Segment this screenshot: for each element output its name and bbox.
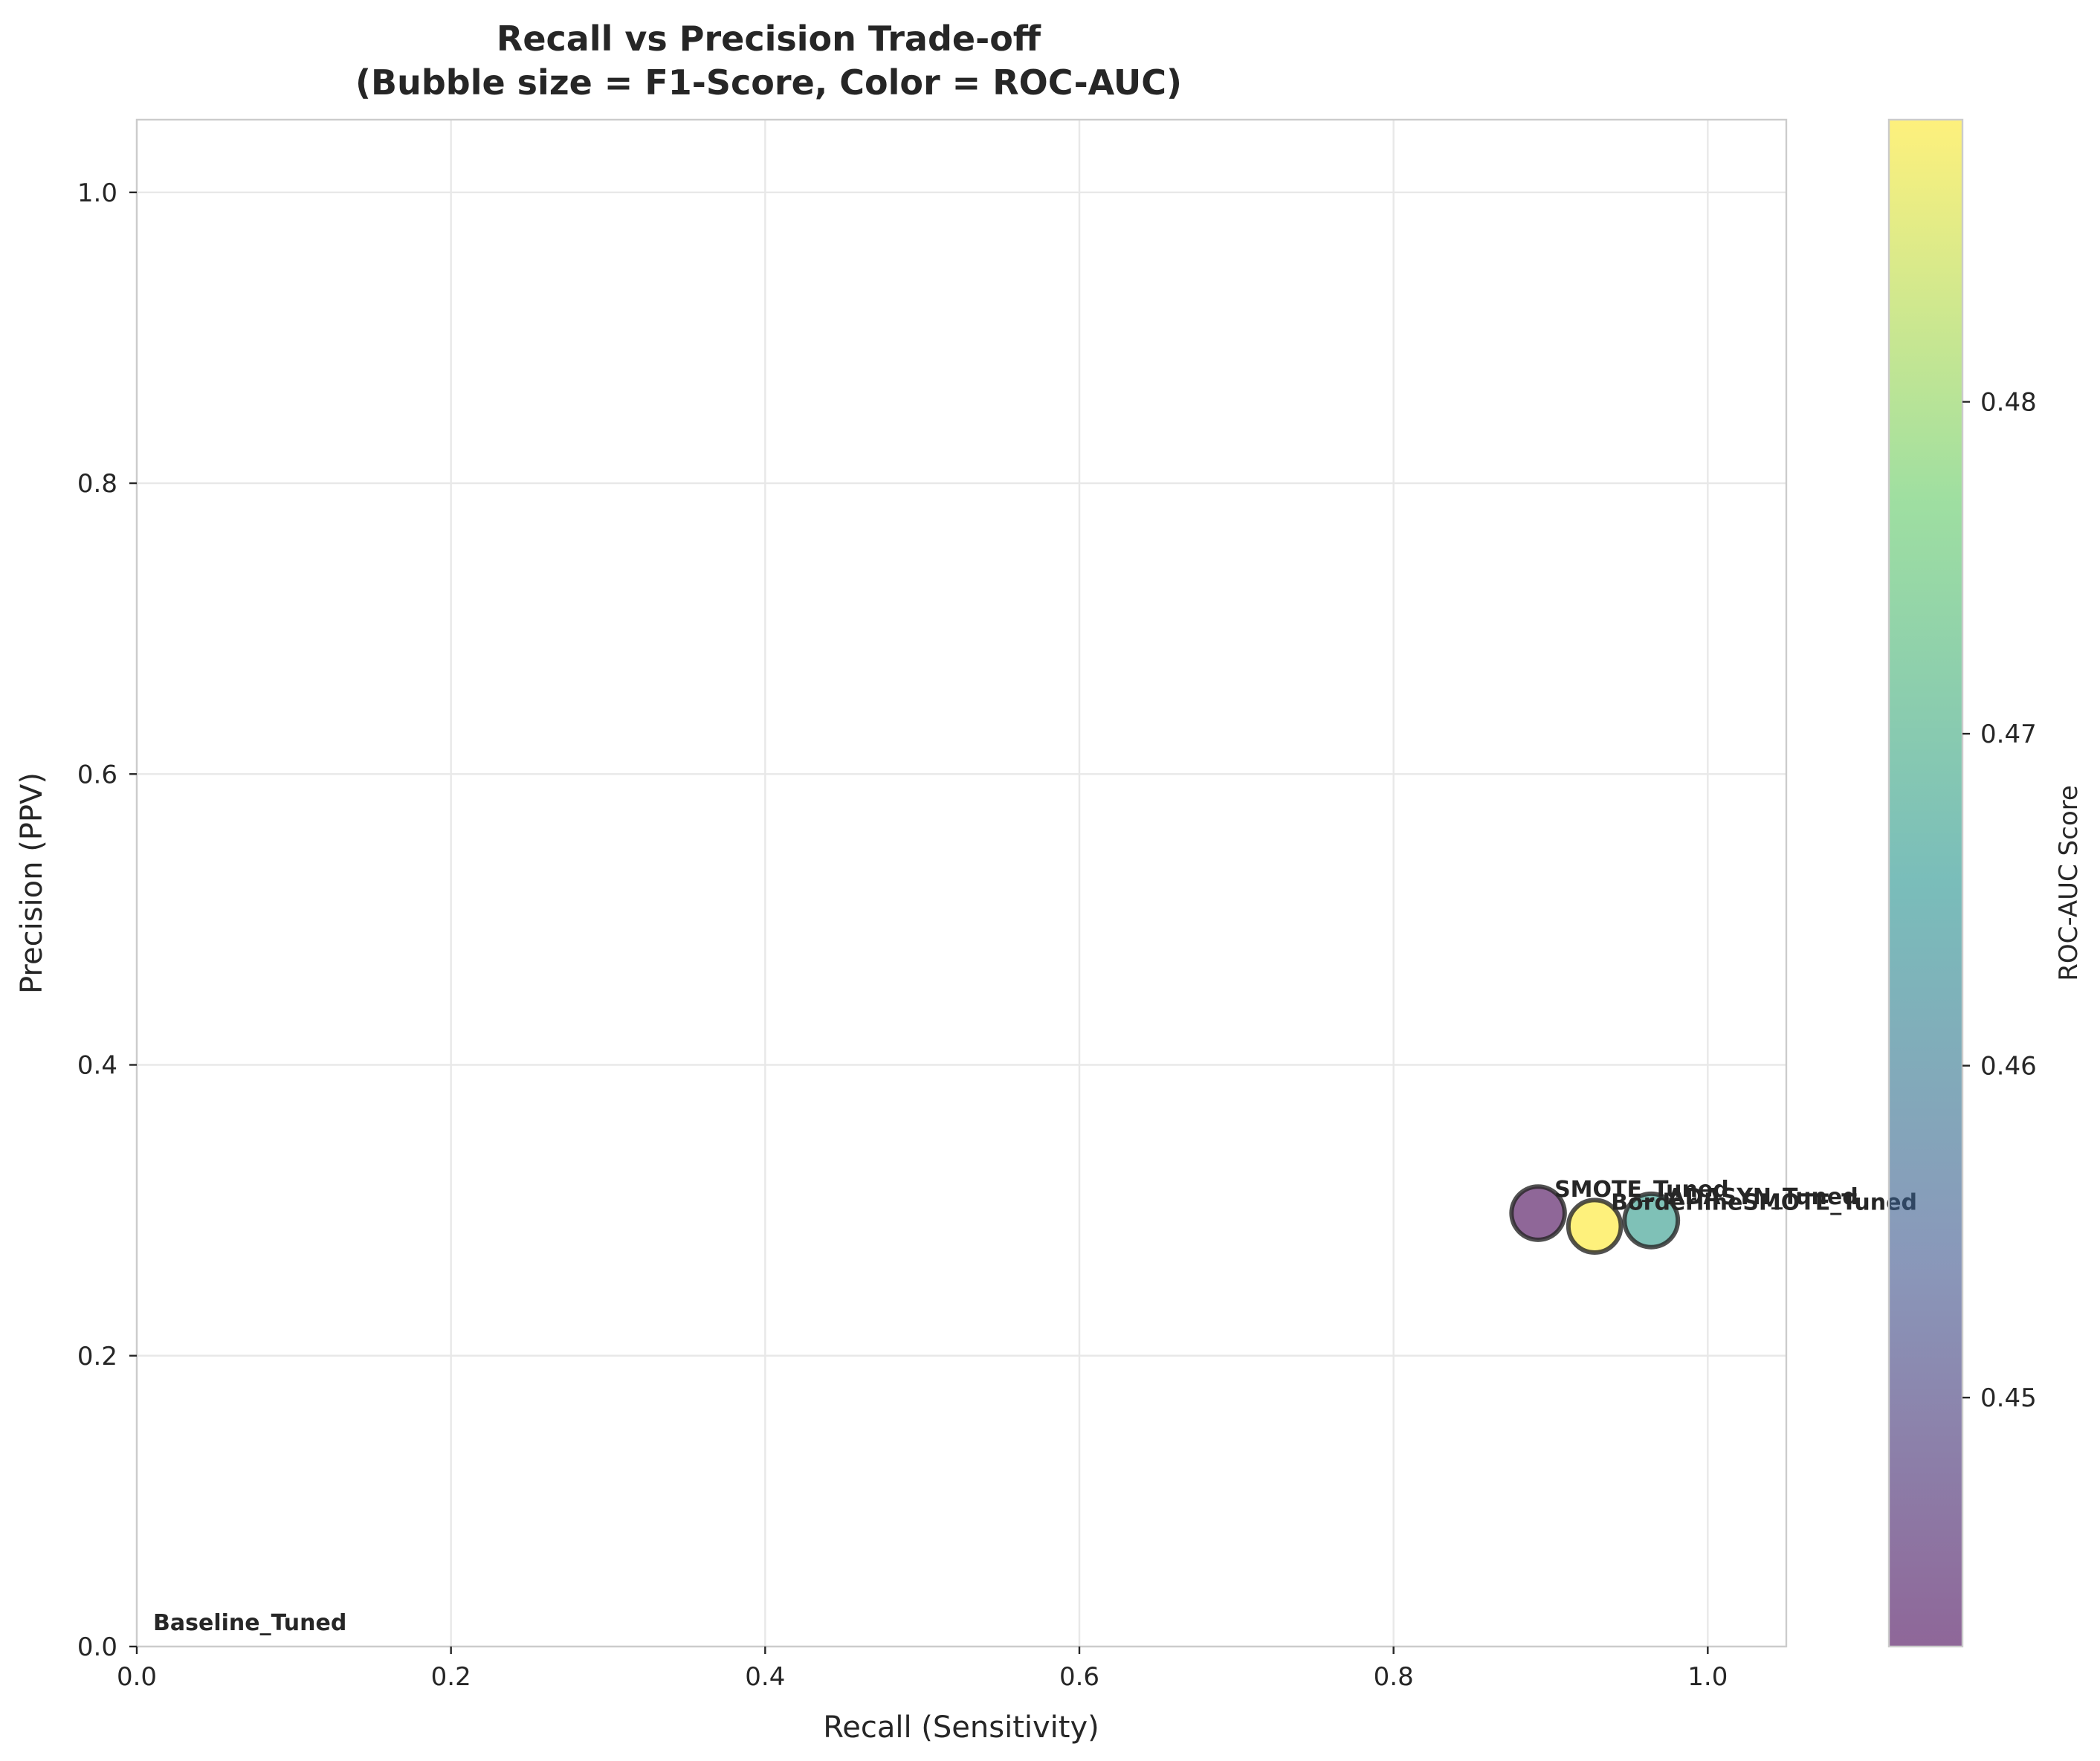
grid-lines <box>135 120 1786 1648</box>
x-tick-label: 0.6 <box>1059 1662 1099 1692</box>
y-tick-label: 0.8 <box>77 469 117 499</box>
x-axis-label: Recall (Sensitivity) <box>823 1710 1099 1745</box>
point-label: SMOTE_Tuned <box>1554 1177 1729 1203</box>
x-tick-label: 1.0 <box>1687 1662 1728 1692</box>
y-tick-label: 0.6 <box>77 760 117 789</box>
scatter-point <box>1509 1184 1567 1242</box>
point-label: ADASYN_Tuned <box>1667 1184 1858 1210</box>
scatter-point <box>1622 1191 1681 1250</box>
x-tick-label: 0.4 <box>745 1662 785 1692</box>
y-axis-label: Precision (PPV) <box>15 772 49 994</box>
colorbar-tick-label: 0.48 <box>1980 388 2037 418</box>
plot-frame <box>135 118 1788 1648</box>
y-tick-label: 1.0 <box>77 178 117 208</box>
point-label: Baseline_Tuned <box>153 1610 346 1636</box>
scatter-point <box>1566 1198 1624 1255</box>
y-tick-label: 0.2 <box>77 1342 117 1371</box>
x-tick-label: 0.0 <box>117 1662 157 1692</box>
colorbar-gradient <box>1889 120 1962 1647</box>
scatter-points <box>1509 1184 1681 1255</box>
point-label: BorderlineSMOTE_Tuned <box>1611 1190 1917 1216</box>
colorbar-tick-label: 0.46 <box>1980 1052 2037 1082</box>
x-tick-label: 0.2 <box>431 1662 471 1692</box>
chart-title-line-2: (Bubble size = F1-Score, Color = ROC-AUC… <box>355 62 1182 103</box>
x-tick-label: 0.8 <box>1374 1662 1414 1692</box>
colorbar-tick-label: 0.45 <box>1980 1383 2037 1413</box>
y-tick-label: 0.4 <box>77 1051 117 1081</box>
chart-title-line-1: Recall vs Precision Trade-off <box>497 19 1041 59</box>
point-labels: Baseline_Tuned SMOTE_TunedBorderlineSMOTE… <box>153 1177 1917 1636</box>
colorbar-tick-label: 0.47 <box>1980 720 2037 749</box>
y-tick-label: 0.0 <box>77 1632 117 1662</box>
colorbar-label: ROC-AUC Score <box>2054 785 2084 981</box>
axis-ticks: 0.0 0.2 0.4 0.6 0.8 1.0 0.0 0.2 0.4 0.6 0.8 1.0 <box>77 178 1728 1692</box>
colorbar-frame <box>1887 118 1964 1648</box>
colorbar-ticks: 0.45 0.46 0.47 0.48 <box>1962 388 2037 1413</box>
